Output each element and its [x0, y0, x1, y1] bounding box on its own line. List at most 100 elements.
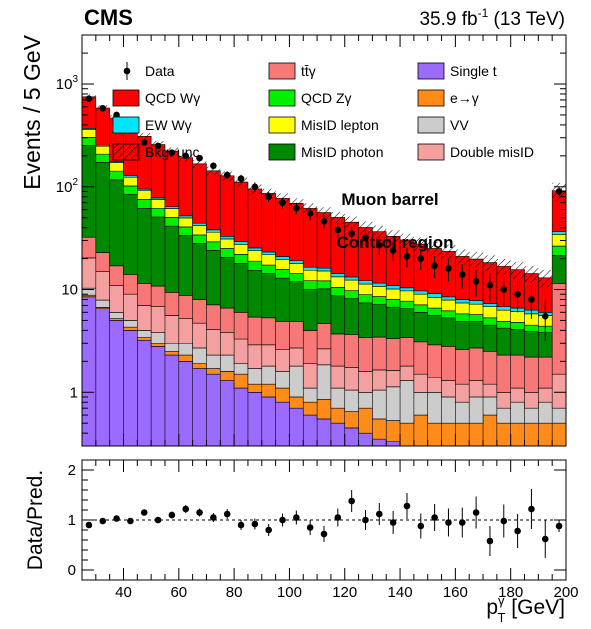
x-tick-label: 120	[332, 584, 357, 601]
legend-label: VV	[450, 117, 469, 133]
legend-swatch	[268, 116, 296, 134]
legend-label: EW Wγ	[145, 117, 192, 133]
ratio-y-tick-label: 1	[68, 512, 76, 529]
ratio-point	[376, 510, 383, 518]
legend-item-data: Data	[123, 62, 175, 80]
legend-data-marker	[123, 67, 131, 75]
ratio-point	[389, 519, 397, 526]
uncertainty-bin	[483, 255, 497, 272]
ratio-point	[210, 514, 217, 521]
uncertainty-bin	[524, 265, 539, 283]
legend-item-bkg-unc: Bkg. unc.	[112, 143, 203, 161]
ratio-point	[182, 505, 190, 513]
legend-item-qcd-z: QCD Zγ	[268, 89, 352, 107]
data-point	[251, 183, 259, 191]
data-point	[458, 271, 466, 278]
ratio-point	[417, 522, 425, 530]
x-tick-label: 200	[553, 584, 578, 601]
ratio-point	[403, 502, 411, 510]
data-point	[320, 218, 328, 225]
data-point	[541, 312, 549, 320]
uncertainty-bin	[496, 258, 511, 276]
ratio-y-tick-label: 2	[68, 462, 76, 479]
ratio-y-axis-label: Data/Pred.	[24, 470, 47, 570]
ratio-panel: 012 40 60 80 100 120 140 160 180 200 Data/Pred. …	[24, 459, 579, 625]
data-point	[348, 230, 355, 237]
ratio-points	[85, 489, 563, 558]
uncertainty-bin	[192, 159, 207, 169]
uncertainty-bin	[413, 237, 428, 252]
ratio-point	[472, 509, 480, 516]
annotation-region: Muon barrel	[341, 190, 438, 209]
legend-item-qcd-w: QCD Wγ	[112, 89, 200, 107]
x-tick-label: 60	[170, 584, 187, 601]
ratio-point	[541, 535, 549, 543]
legend-label: QCD Zγ	[301, 90, 352, 106]
legend-swatch	[417, 89, 445, 107]
legend-label: tt̄γ	[301, 63, 316, 79]
legend-swatch	[417, 143, 445, 161]
legend-swatch	[112, 116, 140, 134]
data-point	[528, 296, 535, 303]
uncertainty-bin	[427, 241, 442, 257]
legend-swatch	[268, 143, 296, 161]
ratio-point	[555, 522, 563, 530]
data-point	[237, 175, 245, 182]
data-point	[417, 255, 425, 262]
ratio-x-axis: 40 60 80 100 120 140 160 180 200	[95, 460, 579, 601]
uncertainty-bin	[330, 211, 345, 224]
legend-swatch	[112, 89, 140, 107]
data-point	[472, 278, 480, 285]
legend-item-ew-w: EW Wγ	[112, 116, 192, 134]
legend-swatch	[268, 62, 296, 80]
legend-label: e→γ	[450, 90, 479, 106]
x-tick-label: 160	[443, 584, 468, 601]
legend-item-misid-photon: MisID photon	[268, 143, 383, 161]
ratio-point	[196, 509, 203, 516]
ratio-point	[500, 517, 508, 525]
y-tick-label: 103	[56, 74, 79, 93]
legend: Data tt̄γ Single t QCD Wγ QCD Zγ e→γ EW Wγ MisI…	[112, 62, 534, 161]
ratio-point	[168, 511, 176, 519]
uncertainty-bin	[372, 225, 387, 239]
data-point	[210, 162, 217, 170]
main-x-axis	[95, 35, 567, 446]
legend-swatch	[417, 116, 445, 134]
data-point	[223, 171, 231, 179]
ratio-point	[348, 497, 355, 505]
data-point	[500, 286, 508, 293]
ratio-point	[237, 521, 245, 529]
legend-label: QCD Wγ	[145, 90, 200, 106]
legend-label: Data	[145, 63, 175, 79]
uncertainty-bin	[358, 221, 373, 235]
ratio-y-axis: 0 1 2	[68, 459, 566, 581]
data-point	[140, 139, 148, 146]
data-point	[555, 188, 563, 195]
ratio-x-axis-label: pγ T [GeV]	[486, 593, 565, 625]
legend-item-tt: tt̄γ	[268, 62, 316, 80]
ratio-point	[293, 514, 300, 521]
x-tick-label: 80	[226, 584, 243, 601]
uncertainty-bin	[137, 133, 152, 140]
data-point	[99, 105, 107, 112]
uncertainty-bin	[455, 249, 470, 265]
x-tick-label: 180	[498, 584, 523, 601]
uncertainty-bin	[538, 269, 553, 288]
data-point	[486, 281, 494, 289]
data-point	[445, 265, 452, 272]
data-point	[431, 262, 438, 270]
ratio-point	[251, 520, 259, 528]
ratio-point	[113, 515, 120, 522]
legend-item-double-misid: Double misID	[417, 143, 534, 161]
legend-item-misid-lepton: MisID lepton	[268, 116, 379, 134]
ratio-point	[127, 517, 134, 525]
main-y-axis-label: Events / 5 GeV	[19, 34, 45, 189]
ratio-point	[265, 526, 272, 534]
data-point	[168, 149, 176, 156]
legend-item-e: e→γ	[417, 89, 479, 107]
data-point	[514, 290, 521, 298]
y-tick-label: 10	[61, 282, 78, 299]
ratio-point	[514, 527, 521, 535]
ratio-point	[154, 516, 162, 524]
